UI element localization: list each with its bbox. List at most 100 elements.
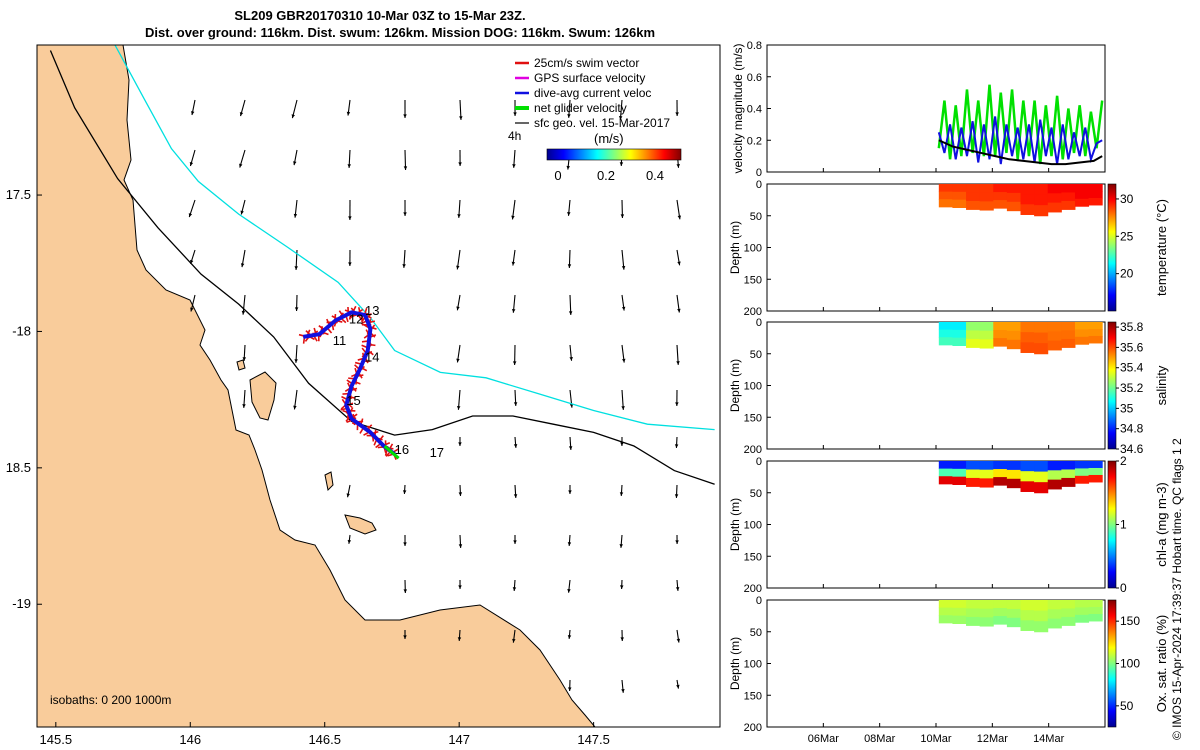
speed-colorbar	[546, 148, 682, 161]
surface-velocity-arrow	[511, 199, 516, 220]
surface-velocity-arrow	[242, 344, 247, 361]
surface-velocity-arrows	[188, 99, 682, 693]
surface-velocity-arrow	[567, 249, 572, 268]
surface-velocity-arrow	[242, 389, 246, 408]
heatmap-cell	[993, 469, 1008, 478]
colorbar-tick-label: 20	[1120, 267, 1134, 281]
heatmap-cell	[993, 330, 1008, 339]
heatmap-cell	[1020, 600, 1035, 611]
heatmap-cell	[1020, 471, 1035, 482]
y-tick-label: -19	[12, 596, 31, 611]
surface-velocity-arrow	[240, 199, 246, 215]
heatmap-cell	[952, 476, 967, 485]
time-step-label: 4h	[508, 129, 521, 143]
y-tick-label: 17.5	[6, 187, 31, 202]
heatmap-cell	[993, 192, 1008, 201]
heatmap-cell	[1006, 478, 1021, 489]
heatmap-cell	[1061, 477, 1076, 487]
legend-label: net glider velocity	[534, 101, 627, 115]
colorbar-label: Ox. sat. ratio (%)	[1154, 615, 1169, 713]
surface-velocity-arrow	[293, 389, 298, 410]
heatmap-cell	[952, 615, 967, 624]
surface-velocity-arrow	[621, 294, 626, 311]
surface-velocity-arrow	[568, 679, 572, 691]
heatmap-cell	[966, 600, 981, 609]
map-axis-ticks: 145.5 146 146.5 147 147.5 17.5 -18 18.5 -19	[6, 187, 610, 747]
heatmap-cell	[1006, 339, 1021, 350]
heatmap-cell	[1006, 469, 1021, 480]
heatmap-cell	[1088, 474, 1103, 483]
heatmap-cell	[1020, 184, 1035, 195]
y-axis-label: Depth (m)	[728, 359, 742, 412]
heatmap-cell	[1020, 342, 1035, 353]
surface-velocity-arrow	[348, 199, 352, 221]
colorbar-tick-label: 35.6	[1120, 340, 1144, 354]
heatmap-cell	[993, 338, 1008, 347]
colorbar-tick-label: 35.2	[1120, 381, 1144, 395]
island-palm	[344, 514, 377, 535]
heatmap-cell	[979, 339, 994, 349]
colorbar-tick-label: 0	[1120, 581, 1127, 595]
surface-velocity-arrow	[291, 99, 298, 119]
heatmap-cell	[1020, 332, 1035, 343]
heatmap-cell	[1020, 204, 1035, 215]
heatmap-cell	[966, 477, 981, 487]
heatmap-cell	[1074, 475, 1090, 484]
heatmap-cell	[952, 607, 967, 617]
heatmap-cell	[1006, 608, 1021, 619]
y-tick-label: 200	[744, 444, 762, 456]
plot-area	[766, 44, 1106, 173]
heatmap-cell	[1088, 467, 1103, 476]
oxygen-panel: 0 50 100 150 200 Depth (m) 50 100 150 Ox. sat. ra…	[728, 595, 1169, 734]
colorbar-label: salinity	[1154, 365, 1169, 405]
heatmap-cell	[952, 337, 967, 346]
salinity-panel: 0 50 100 150 200 Depth (m) 34.6 34.8 35 35.2 35.4 3…	[728, 317, 1169, 456]
y-tick-label: 0	[756, 456, 762, 468]
heatmap-cell	[1006, 600, 1021, 610]
island-small	[236, 359, 334, 492]
surface-velocity-arrow	[567, 199, 571, 216]
surface-velocity-arrow	[293, 149, 298, 166]
surface-velocity-arrow	[239, 149, 246, 168]
heatmap-cell	[1088, 190, 1103, 199]
y-tick-label: 100	[744, 243, 762, 255]
y-tick-label: 0.2	[747, 135, 762, 147]
heatmap-cell	[1034, 343, 1049, 355]
heatmap-cell	[1047, 193, 1062, 204]
surface-velocity-arrow	[676, 629, 681, 643]
surface-velocity-arrow	[188, 199, 196, 218]
heatmap-cell	[1047, 202, 1062, 213]
heatmap-cell	[1061, 338, 1076, 348]
colorbar-tick-label: 35.4	[1120, 361, 1144, 375]
surface-velocity-arrow	[241, 294, 246, 315]
surface-velocity-arrow	[458, 436, 462, 447]
x-tick-label: 08Mar	[864, 733, 896, 745]
heatmap-cell	[1061, 616, 1076, 626]
heatmap-cell	[1006, 201, 1021, 212]
y-axis-label: velocity magnitude (m/s)	[731, 43, 745, 173]
heatmap-cell	[1074, 614, 1090, 623]
heatmap-cell	[1034, 332, 1049, 344]
y-tick-label: 0.6	[747, 72, 762, 84]
surface-velocity-arrow	[620, 199, 625, 218]
heatmap-cell	[1061, 608, 1076, 618]
surface-velocity-arrow	[293, 199, 298, 218]
colorbar-tick-label: 0.2	[597, 168, 615, 183]
heatmap-cell	[1061, 469, 1076, 479]
surface-velocity-arrow	[403, 149, 408, 170]
y-tick-label: 100	[744, 381, 762, 393]
heatmap-cell	[1088, 328, 1103, 337]
heatmap-cell	[1034, 600, 1049, 612]
heatmap-cell	[1074, 607, 1090, 616]
heatmap-cell	[1047, 461, 1062, 471]
heatmap-cell	[1006, 461, 1021, 471]
colorbar-tick-label: 35.8	[1120, 320, 1144, 334]
colorbar-tick-label: 150	[1120, 614, 1140, 628]
colorbar	[1107, 321, 1117, 450]
heatmap-cell	[1088, 335, 1103, 344]
heatmap-cell	[966, 322, 981, 331]
heatmap-cell	[993, 600, 1008, 609]
surface-velocity-arrow	[459, 99, 463, 120]
heatmap-cell	[1061, 330, 1076, 340]
colorbar-tick-label: 35	[1120, 401, 1134, 415]
